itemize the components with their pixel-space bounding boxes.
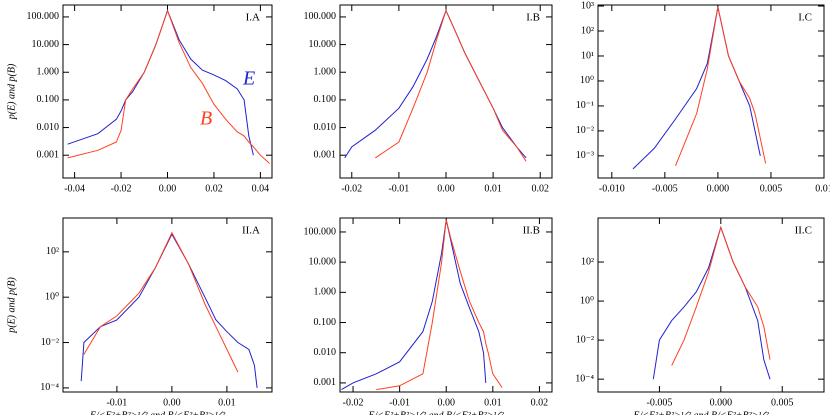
data-line — [376, 219, 503, 391]
x-tick-label: 0.01 — [815, 183, 830, 194]
y-tick-label: 10⁻² — [41, 337, 59, 348]
data-line — [632, 7, 761, 170]
y-tick-label: 0.100 — [37, 94, 60, 105]
y-tick-label: 10⁰ — [580, 75, 594, 86]
y-tick-label: 100.000 — [304, 226, 337, 237]
y-tick-label: 10⁻¹ — [576, 100, 594, 111]
x-tick-label: -0.005 — [646, 397, 672, 408]
y-tick-label: 10² — [581, 25, 594, 36]
x-axis-label: E/<E²+B²>¹ᐟ² and B/<E²+B²>¹ᐟ² — [367, 410, 504, 415]
x-tick-label: -0.04 — [64, 183, 85, 194]
x-tick-label: 0.02 — [205, 183, 223, 194]
y-tick-label: 10⁰ — [580, 295, 594, 306]
y-tick-label: 10⁻⁴ — [575, 373, 594, 384]
panel-label: I.B — [526, 12, 540, 24]
x-tick-label: 0.01 — [484, 183, 502, 194]
plot-frame — [339, 217, 553, 393]
y-tick-label: 1.000 — [314, 67, 337, 78]
x-tick-label: -0.02 — [111, 183, 132, 194]
panel-label: II.A — [242, 225, 260, 237]
y-axis-label: p(E) and p(B) — [6, 277, 17, 334]
data-line — [67, 9, 271, 164]
x-tick-label: 0.005 — [771, 397, 794, 408]
x-tick-label: -0.02 — [341, 183, 362, 194]
y-tick-label: 0.001 — [314, 377, 337, 388]
y-tick-label: 10² — [581, 256, 594, 267]
x-tick-label: 0.01 — [218, 397, 236, 408]
x-tick-label: -0.005 — [652, 183, 678, 194]
data-line — [671, 225, 771, 366]
y-axis-label: p(E) and p(B) — [6, 63, 17, 120]
y-tick-label: 10⁰ — [45, 291, 59, 302]
panel-label: II.C — [795, 225, 812, 237]
y-tick-label: 10⁻² — [576, 125, 594, 136]
data-line — [375, 9, 527, 162]
x-tick-label: -0.01 — [388, 183, 409, 194]
plot-frame — [62, 217, 273, 393]
y-tick-label: 10⁻⁴ — [40, 382, 59, 393]
data-line — [80, 233, 258, 388]
plot-frame — [597, 217, 825, 393]
y-tick-label: 0.010 — [37, 122, 60, 133]
x-tick-label: 0.01 — [484, 397, 502, 408]
x-tick-label: 0.000 — [710, 397, 733, 408]
x-tick-label: -0.01 — [389, 397, 410, 408]
panel-label: II.B — [523, 225, 540, 237]
y-tick-label: 10¹ — [581, 50, 594, 61]
y-tick-label: 10⁻³ — [576, 150, 594, 161]
y-tick-label: 100.000 — [304, 11, 337, 22]
y-tick-label: 0.001 — [37, 150, 60, 161]
x-tick-label: 0.02 — [531, 183, 549, 194]
x-tick-label: 0.005 — [760, 183, 783, 194]
x-tick-label: 0.000 — [707, 183, 730, 194]
x-tick-label: 0.00 — [159, 183, 177, 194]
y-tick-label: 10² — [46, 246, 59, 257]
x-tick-label: -0.01 — [106, 397, 127, 408]
x-tick-label: 0.00 — [437, 183, 455, 194]
x-tick-label: 0.00 — [163, 397, 181, 408]
plot-frame — [62, 4, 273, 179]
x-tick-label: -0.010 — [599, 183, 625, 194]
data-line — [344, 9, 527, 159]
x-axis-label: E/<E²+B²>¹ᐟ² and B/<E²+B²>¹ᐟ² — [89, 410, 226, 415]
y-tick-label: 10.000 — [32, 39, 60, 50]
y-tick-label: 0.010 — [314, 122, 337, 133]
y-tick-label: 10³ — [581, 0, 594, 11]
y-tick-label: 100.000 — [27, 11, 60, 22]
y-tick-label: 10⁻² — [576, 334, 594, 345]
y-tick-label: 0.001 — [314, 150, 337, 161]
y-tick-label: 1.000 — [37, 67, 60, 78]
x-tick-label: -0.02 — [343, 397, 364, 408]
panel-label: I.A — [246, 12, 260, 24]
data-line — [652, 225, 771, 380]
legend-label: B — [200, 108, 212, 130]
panel-label: I.C — [798, 12, 812, 24]
y-tick-label: 0.100 — [314, 317, 337, 328]
data-line — [675, 7, 767, 166]
plot-frame — [597, 4, 825, 179]
y-tick-label: 10.000 — [309, 256, 337, 267]
y-tick-label: 0.010 — [314, 347, 337, 358]
y-tick-label: 0.100 — [314, 94, 337, 105]
y-tick-label: 1.000 — [314, 287, 337, 298]
y-tick-label: 10.000 — [309, 39, 337, 50]
data-line — [341, 219, 487, 391]
x-tick-label: 0.00 — [437, 397, 455, 408]
x-tick-label: 0.02 — [531, 397, 549, 408]
data-line — [83, 231, 239, 373]
x-tick-label: 0.04 — [252, 183, 270, 194]
x-axis-label: E/<E²+B²>¹ᐟ² and B/<E²+B²>¹ᐟ² — [632, 410, 769, 415]
legend-label: E — [242, 68, 255, 90]
